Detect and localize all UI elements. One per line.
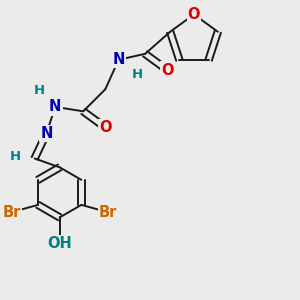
Text: Br: Br xyxy=(99,205,117,220)
Text: H: H xyxy=(132,68,143,81)
Text: H: H xyxy=(10,151,21,164)
Text: O: O xyxy=(161,63,173,78)
Text: N: N xyxy=(40,126,52,141)
Text: Br: Br xyxy=(2,205,21,220)
Text: OH: OH xyxy=(47,236,72,251)
Text: O: O xyxy=(188,7,200,22)
Text: H: H xyxy=(34,84,45,97)
Text: O: O xyxy=(99,120,112,135)
Text: N: N xyxy=(112,52,125,67)
Text: N: N xyxy=(49,99,62,114)
